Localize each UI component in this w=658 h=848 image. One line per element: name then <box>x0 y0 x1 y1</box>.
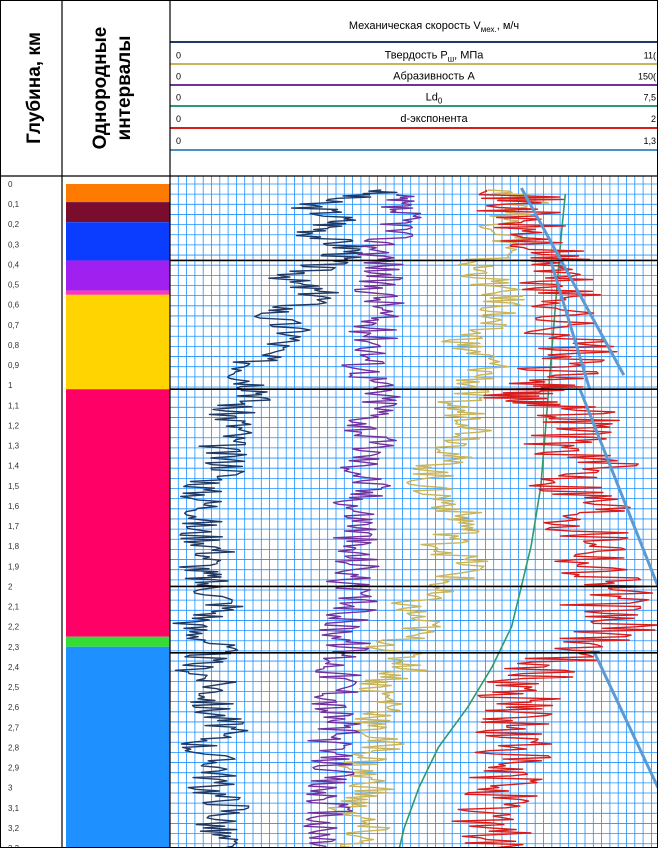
depth-tick-label: 3,1 <box>8 804 20 813</box>
depth-tick-label: 0,7 <box>8 321 20 330</box>
depth-tick-label: 1,1 <box>8 401 20 410</box>
depth-tick-label: 0 <box>8 180 13 189</box>
track-label: Ld <box>426 92 438 104</box>
depth-tick-label: 0,3 <box>8 240 20 249</box>
depth-tick-label: 1,8 <box>8 542 20 551</box>
depth-tick-label: 1,7 <box>8 522 20 531</box>
track-title-4: d-экспонента <box>400 113 468 125</box>
track-scale-max-4: 2 <box>651 114 656 124</box>
series-layer <box>172 187 658 848</box>
depth-tick-label: 3 <box>8 784 13 793</box>
track-label: Абразивность А <box>393 71 475 83</box>
series-line-2 <box>303 193 422 848</box>
track-label-sub: 0 <box>438 97 443 106</box>
track-label-tail: , м/ч <box>497 20 519 32</box>
series-line-1 <box>327 189 550 848</box>
header-area: Глубина, км Однородные интервалы Механическ… <box>24 20 658 151</box>
track-title-2: Абразивность А <box>393 71 475 83</box>
depth-tick-label: 0,2 <box>8 220 20 229</box>
interval-block-5 <box>66 389 170 637</box>
depth-tick-label: 1 <box>8 381 13 390</box>
track-label-tail: , МПа <box>454 50 484 62</box>
intervals-title-line: Однородные <box>90 27 111 150</box>
intervals-title-line: интервалы <box>114 36 135 141</box>
depth-tick-label: 1,9 <box>8 562 20 571</box>
depth-tick-label: 0,4 <box>8 260 20 269</box>
series-line-4 <box>451 189 658 848</box>
depth-tick-label: 2,8 <box>8 743 20 752</box>
track-title-3: Ld0 <box>426 92 443 106</box>
depth-tick-label: 1,4 <box>8 462 20 471</box>
depth-tick-label: 0,8 <box>8 341 20 350</box>
interval-block-3 <box>66 260 170 291</box>
depth-tick-label: 1,6 <box>8 502 20 511</box>
track-scale-min-2: 0 <box>176 72 181 82</box>
depth-tick-label: 3,3 <box>8 844 20 848</box>
intervals-column <box>66 184 170 848</box>
track-scale-max-2: 150( <box>638 72 656 82</box>
depth-tick-label: 0,5 <box>8 281 20 290</box>
interval-boundaries <box>170 259 658 654</box>
trend-line-3 <box>593 652 658 789</box>
depth-tick-label: 2,3 <box>8 643 20 652</box>
track-title-0: Механическая скорость Vмех., м/ч <box>349 20 519 34</box>
interval-mark-0 <box>66 290 170 295</box>
depth-tick-label: 1,3 <box>8 442 20 451</box>
track-label: Твердость Р <box>385 50 448 62</box>
interval-block-0 <box>66 184 170 203</box>
depth-tick-label: 1,2 <box>8 421 20 430</box>
interval-block-7 <box>66 646 170 848</box>
track-scale-max-1: 11( <box>644 51 656 61</box>
track-label: Механическая скорость V <box>349 20 482 32</box>
depth-tick-label: 0,1 <box>8 200 20 209</box>
depth-tick-label: 2,5 <box>8 683 20 692</box>
depth-tick-label: 2,2 <box>8 623 20 632</box>
depth-tick-label: 2,6 <box>8 703 20 712</box>
track-scale-max-3: 7,5 <box>643 93 656 103</box>
depth-tick-label: 2,4 <box>8 663 20 672</box>
interval-block-1 <box>66 202 170 223</box>
trend-line-1 <box>549 260 592 390</box>
trend-line-2 <box>578 388 658 587</box>
track-scale-max-5: 1,3 <box>643 136 656 146</box>
track-label-sub: ш <box>448 55 454 64</box>
depth-tick-label: 2 <box>8 582 13 591</box>
depth-tick-label: 0,9 <box>8 361 20 370</box>
depth-tick-label: 3,2 <box>8 824 20 833</box>
interval-block-2 <box>66 222 170 261</box>
track-title-1: Твердость Рш, МПа <box>385 50 485 64</box>
series-line-3 <box>398 194 567 848</box>
track-scale-min-5: 0 <box>176 136 181 146</box>
depth-axis: 0 0,1 0,2 0,3 0,4 0,5 0,6 0,7 0,8 0,9 1 1,1 1,2 1,3 1,… <box>8 180 20 848</box>
depth-tick-label: 1,5 <box>8 482 20 491</box>
depth-tick-label: 0,6 <box>8 301 20 310</box>
series-line-0 <box>172 189 398 848</box>
depth-axis-title: Глубина, км <box>24 32 45 144</box>
track-scale-min-1: 0 <box>176 51 181 61</box>
interval-block-4 <box>66 290 170 390</box>
track-scale-min-3: 0 <box>176 93 181 103</box>
track-label: d-экспонента <box>400 113 468 125</box>
interval-block-6 <box>66 636 170 647</box>
track-scale-min-4: 0 <box>176 114 181 124</box>
trend-line-0 <box>520 187 626 376</box>
depth-tick-label: 2,7 <box>8 723 20 732</box>
depth-tick-label: 2,9 <box>8 764 20 773</box>
depth-tick-label: 2,1 <box>8 603 20 612</box>
track-label-sub: мех. <box>481 25 497 34</box>
intervals-title: Однородные интервалы <box>90 27 135 150</box>
